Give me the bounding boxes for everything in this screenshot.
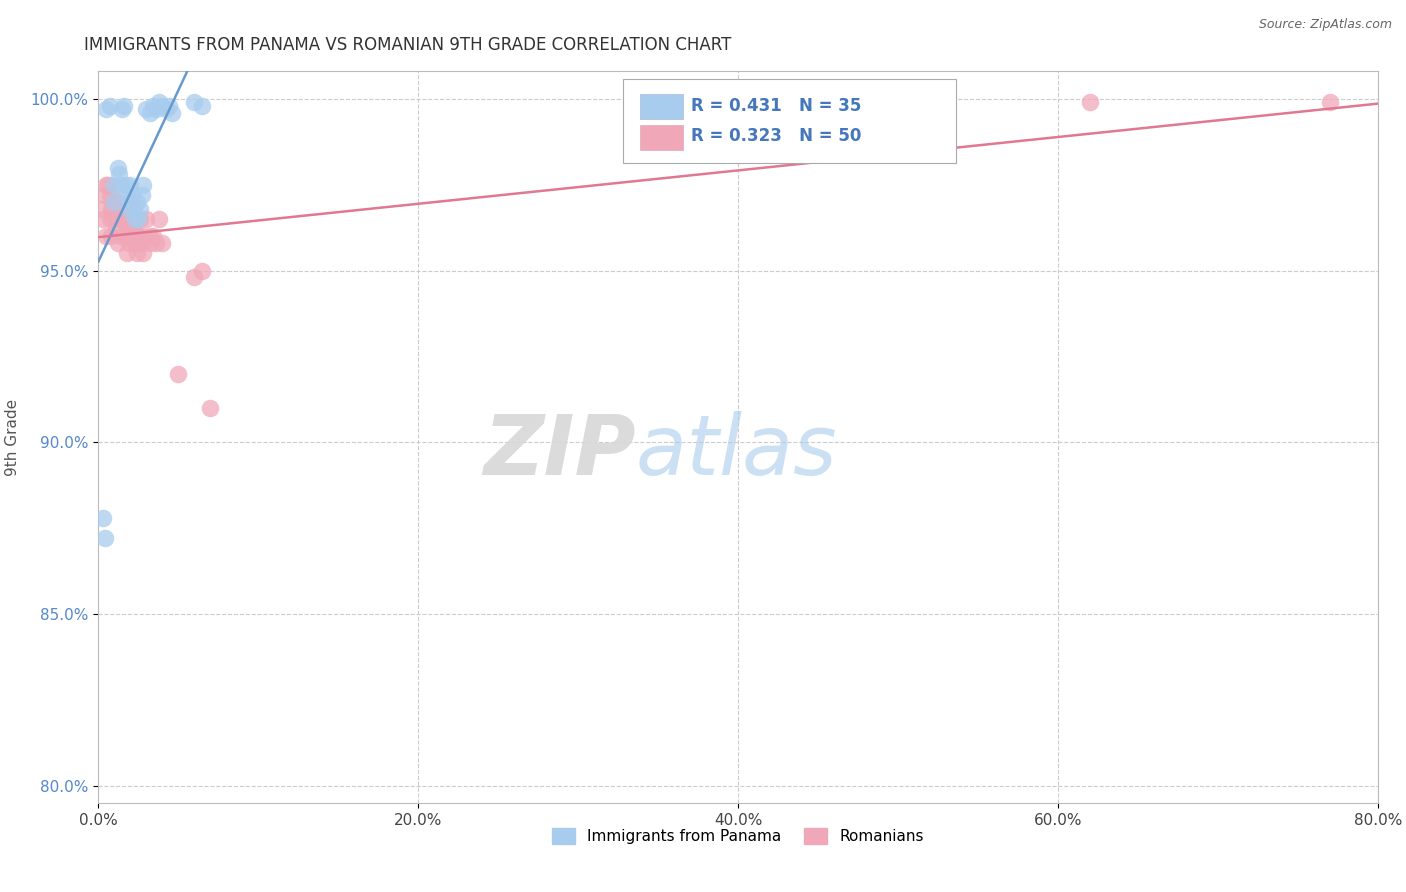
Text: IMMIGRANTS FROM PANAMA VS ROMANIAN 9TH GRADE CORRELATION CHART: IMMIGRANTS FROM PANAMA VS ROMANIAN 9TH G…	[84, 36, 731, 54]
Point	[114, 229, 136, 244]
Point	[145, 235, 167, 250]
Point	[125, 246, 148, 260]
Point	[121, 229, 143, 244]
Point	[115, 246, 138, 260]
Point	[122, 202, 145, 216]
Text: atlas: atlas	[636, 411, 838, 492]
Point	[110, 229, 132, 244]
Point	[96, 102, 118, 116]
Point	[131, 235, 153, 250]
Point	[152, 235, 174, 250]
Point	[125, 194, 148, 209]
Point	[111, 212, 134, 227]
FancyBboxPatch shape	[623, 78, 956, 163]
Point	[135, 102, 157, 116]
Point	[112, 98, 135, 112]
Point	[121, 188, 143, 202]
Point	[107, 161, 129, 175]
Point	[132, 246, 155, 260]
Point	[100, 202, 122, 216]
Point	[129, 202, 152, 216]
Point	[132, 229, 155, 244]
Point	[103, 178, 125, 192]
Point	[107, 194, 129, 209]
Point	[112, 212, 135, 227]
Text: R = 0.323   N = 50: R = 0.323 N = 50	[690, 128, 862, 145]
Point	[135, 212, 157, 227]
Point	[148, 95, 170, 110]
Point	[127, 235, 149, 250]
Point	[114, 178, 136, 192]
Point	[98, 212, 121, 227]
Point	[127, 229, 149, 244]
Point	[183, 270, 205, 285]
Point	[111, 102, 134, 116]
Point	[120, 222, 142, 236]
Point	[118, 235, 141, 250]
Point	[132, 178, 155, 192]
Point	[107, 235, 129, 250]
Point	[105, 222, 128, 236]
Point	[115, 222, 138, 236]
Point	[120, 194, 142, 209]
Point	[108, 167, 131, 181]
Point	[108, 212, 131, 227]
Point	[98, 188, 121, 202]
Point	[124, 235, 146, 250]
Point	[101, 212, 124, 227]
Text: R = 0.431   N = 35: R = 0.431 N = 35	[690, 96, 862, 115]
Text: Source: ZipAtlas.com: Source: ZipAtlas.com	[1258, 18, 1392, 31]
FancyBboxPatch shape	[640, 125, 683, 150]
FancyBboxPatch shape	[640, 94, 683, 119]
Point	[157, 98, 180, 112]
Point	[167, 367, 190, 381]
Point	[90, 202, 112, 216]
Point	[110, 178, 132, 192]
Point	[124, 212, 146, 227]
Point	[91, 510, 114, 524]
Point	[183, 95, 205, 110]
Point	[145, 102, 167, 116]
Point	[100, 229, 122, 244]
Point	[94, 188, 117, 202]
Y-axis label: 9th Grade: 9th Grade	[4, 399, 20, 475]
Point	[122, 222, 145, 236]
Point	[138, 105, 160, 120]
Point	[148, 212, 170, 227]
Point	[111, 202, 134, 216]
Point	[131, 188, 153, 202]
Point	[1078, 95, 1101, 110]
Point	[96, 178, 118, 192]
Legend: Immigrants from Panama, Romanians: Immigrants from Panama, Romanians	[546, 822, 931, 850]
Point	[101, 202, 124, 216]
Point	[142, 229, 165, 244]
Point	[98, 98, 121, 112]
Point	[97, 178, 120, 192]
Point	[115, 188, 138, 202]
Text: ZIP: ZIP	[484, 411, 636, 492]
Point	[94, 532, 117, 546]
Point	[155, 102, 177, 116]
Point	[160, 105, 183, 120]
Point	[191, 263, 214, 277]
Point	[152, 98, 174, 112]
Point	[138, 235, 160, 250]
Point	[120, 194, 142, 209]
Point	[191, 98, 214, 112]
Point	[103, 194, 125, 209]
Point	[91, 212, 114, 227]
Point	[200, 401, 222, 415]
Point	[118, 202, 141, 216]
Point	[142, 98, 165, 112]
Point	[96, 229, 118, 244]
Point	[120, 178, 142, 192]
Point	[127, 212, 149, 227]
Point	[138, 229, 160, 244]
Point	[103, 194, 125, 209]
Point	[129, 212, 152, 227]
Point	[1319, 95, 1341, 110]
